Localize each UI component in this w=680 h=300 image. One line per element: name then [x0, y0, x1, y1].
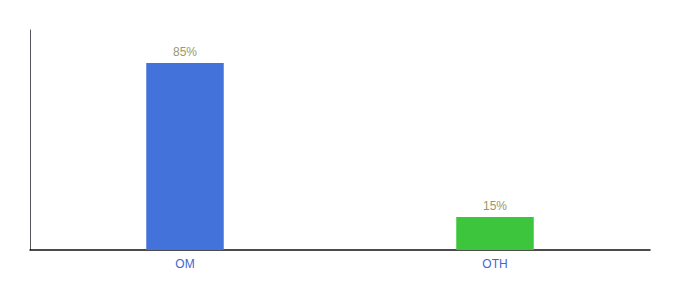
svg-text:OTH: OTH	[482, 257, 507, 271]
svg-text:15%: 15%	[483, 199, 507, 213]
svg-text:85%: 85%	[173, 45, 197, 59]
svg-text:OM: OM	[175, 257, 194, 271]
